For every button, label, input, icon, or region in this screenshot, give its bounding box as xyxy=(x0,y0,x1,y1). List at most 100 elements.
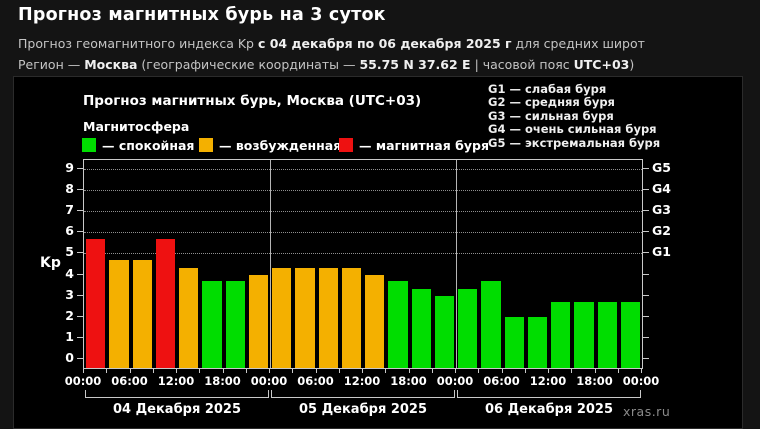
kp-bar xyxy=(411,288,431,368)
grid-line-kp8 xyxy=(84,190,642,192)
grid-line-kp9 xyxy=(84,169,642,171)
kp-bar xyxy=(434,295,454,368)
y-tick-label: 2 xyxy=(65,307,74,323)
kp-bar xyxy=(597,302,617,368)
g-axis-label: G5 xyxy=(652,160,671,176)
right-axis-tick xyxy=(643,189,649,191)
grid-line-kp7 xyxy=(84,211,642,213)
x-axis-tick xyxy=(176,368,177,373)
x-tick-label: 12:00 xyxy=(343,374,381,388)
g-axis-label: G4 xyxy=(652,181,671,197)
legend-label: — магнитная буря xyxy=(359,137,489,153)
legend-item: — возбужденная xyxy=(199,137,341,153)
day-label: 04 Декабря 2025 xyxy=(112,402,242,417)
g-axis-label: G1 xyxy=(652,244,671,260)
right-axis-tick xyxy=(643,252,649,254)
g-legend-item: G5 — экстремальная буря xyxy=(488,135,661,150)
day-separator xyxy=(270,160,271,368)
g-axis-label: G2 xyxy=(652,223,671,239)
kp-bar xyxy=(458,288,478,368)
x-axis-tick xyxy=(431,368,433,373)
x-tick-label: 12:00 xyxy=(157,374,195,388)
g-legend-item: G1 — слабая буря xyxy=(488,82,607,96)
x-axis-tick xyxy=(129,368,131,373)
kp-bar xyxy=(132,260,152,368)
kp-bar xyxy=(620,302,640,368)
day-bracket xyxy=(85,390,269,398)
x-tick-label: 00:00 xyxy=(64,374,102,388)
region-timezone: UTC+03 xyxy=(573,57,630,72)
grid-line-kp5 xyxy=(84,253,642,255)
kp-bar xyxy=(86,239,106,368)
chart-title: Прогноз магнитных бурь, Москва (UTC+03) xyxy=(83,93,422,109)
y-axis-tick xyxy=(77,294,83,296)
x-axis-tick xyxy=(315,368,317,373)
x-axis-tick xyxy=(524,368,526,373)
x-axis-tick xyxy=(594,368,596,373)
legend-item: — магнитная буря xyxy=(339,137,489,153)
kp-bar xyxy=(388,281,408,368)
kp-bar xyxy=(179,267,199,368)
subtitle2-mid2: | часовой пояс xyxy=(470,57,574,72)
subtitle1-pre: Прогноз геомагнитного индекса Kp xyxy=(18,36,258,51)
kp-bar xyxy=(248,274,268,368)
day-label: 05 Декабря 2025 xyxy=(298,402,428,417)
x-axis-tick xyxy=(641,368,642,373)
kp-bar xyxy=(527,316,547,368)
x-tick-label: 06:00 xyxy=(483,374,520,388)
subtitle1-dates: с 04 декабря по 06 декабря 2025 г xyxy=(257,36,512,51)
y-tick-label: 5 xyxy=(65,244,74,260)
x-tick-label: 00:00 xyxy=(436,374,474,388)
magnetosphere-legend-title: Магнитосфера xyxy=(83,119,190,134)
kp-bar xyxy=(295,267,315,368)
y-axis-tick xyxy=(77,336,83,338)
right-axis-tick xyxy=(643,231,649,233)
y-tick-label: 9 xyxy=(65,160,74,176)
right-axis-tick xyxy=(643,168,649,170)
g-legend-item: G4 — очень сильная буря xyxy=(488,122,657,137)
x-axis-tick xyxy=(222,368,224,373)
right-axis-tick xyxy=(643,315,649,317)
x-tick-label: 12:00 xyxy=(529,374,567,388)
x-tick-label: 18:00 xyxy=(204,374,241,388)
kp-bar xyxy=(272,267,292,368)
right-axis-tick xyxy=(643,210,649,212)
day-label: 06 Декабря 2025 xyxy=(484,402,614,417)
legend-label: — возбужденная xyxy=(219,137,342,153)
x-axis-tick xyxy=(199,368,201,373)
y-axis-tick xyxy=(77,231,83,233)
y-axis-label: Kp xyxy=(40,255,61,271)
subtitle-region: Регион — Москва (географические координа… xyxy=(18,57,634,72)
region-name: Москва xyxy=(84,57,138,72)
x-tick-label: 00:00 xyxy=(250,374,288,388)
x-axis-tick xyxy=(83,368,84,373)
y-tick-label: 1 xyxy=(65,328,74,344)
subtitle1-post: для средних широт xyxy=(511,36,645,51)
subtitle2-mid1: (географические координаты — xyxy=(137,57,360,72)
x-axis-tick xyxy=(478,368,480,373)
y-tick-label: 8 xyxy=(65,181,74,197)
right-axis-tick xyxy=(643,357,649,359)
kp-bar xyxy=(504,316,524,368)
x-axis-tick xyxy=(385,368,387,373)
x-axis-tick xyxy=(455,368,456,373)
kp-bar xyxy=(341,267,361,368)
subtitle-forecast-range: Прогноз геомагнитного индекса Kp с 04 де… xyxy=(18,36,645,51)
kp-bar xyxy=(481,281,501,368)
y-tick-label: 0 xyxy=(65,349,74,365)
kp-bar xyxy=(365,274,385,368)
g-axis-label: G3 xyxy=(652,202,671,218)
g-legend-item: G2 — средняя буря xyxy=(488,95,615,110)
legend-label: — спокойная xyxy=(102,137,195,153)
legend-swatch-storm xyxy=(339,138,353,152)
x-axis-tick xyxy=(152,368,154,373)
x-axis-tick xyxy=(292,368,294,373)
x-axis-tick xyxy=(617,368,619,373)
day-bracket xyxy=(457,390,641,398)
right-axis-tick xyxy=(643,336,649,338)
kp-bar xyxy=(574,302,594,368)
y-tick-label: 6 xyxy=(65,223,74,239)
legend-swatch-quiet xyxy=(82,138,96,152)
region-coordinates: 55.75 N 37.62 E xyxy=(359,57,471,72)
grid-line-kp6 xyxy=(84,232,642,234)
